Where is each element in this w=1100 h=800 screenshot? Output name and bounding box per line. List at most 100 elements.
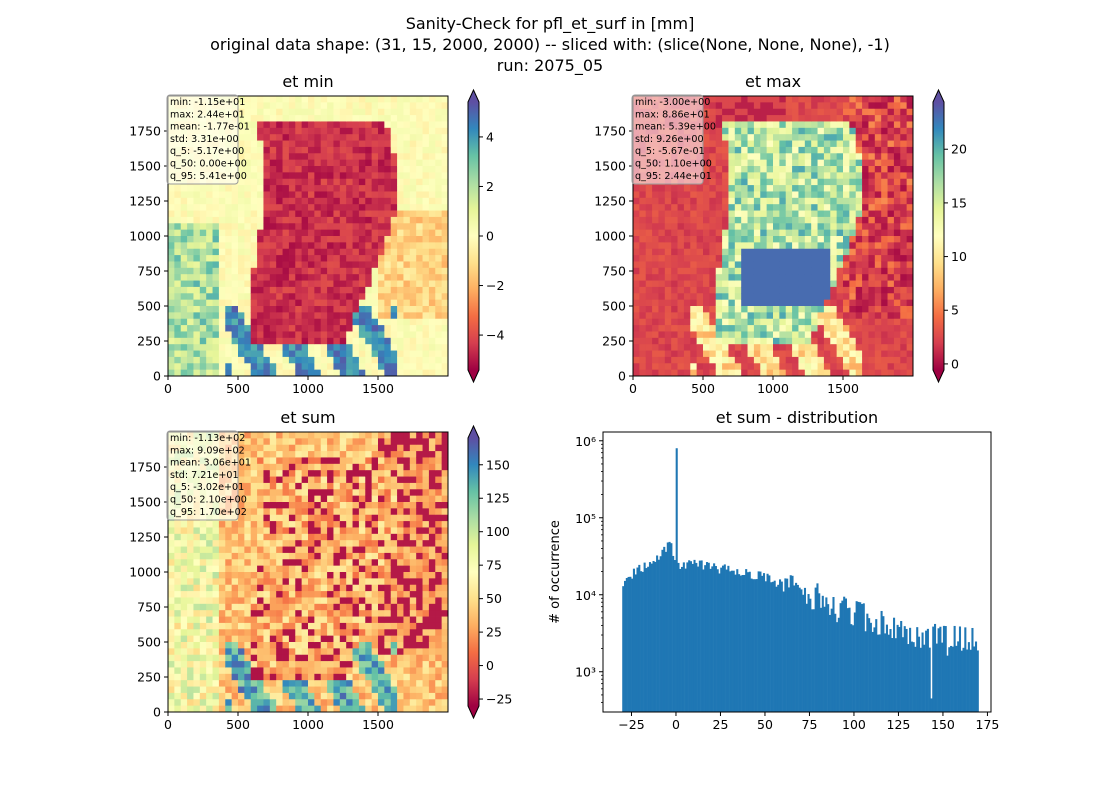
heatmap-cell (333, 350, 341, 358)
heatmap-cell (333, 115, 341, 122)
heatmap-cell (180, 274, 188, 281)
heatmap-cell (282, 185, 290, 192)
heatmap-cell (823, 204, 831, 211)
heatmap-cell (741, 153, 748, 161)
heatmap-cell (231, 185, 239, 192)
heatmap-cell (295, 229, 303, 237)
heatmap-cell (250, 185, 258, 192)
heatmap-cell (263, 457, 271, 465)
heatmap-cell (282, 527, 290, 535)
heatmap-cell (276, 622, 283, 630)
heatmap-cell (257, 140, 264, 148)
heatmap-cell (715, 344, 723, 351)
heatmap-cell (397, 255, 404, 262)
heatmap-cell (174, 216, 182, 224)
heatmap-cell (792, 356, 799, 364)
heatmap-cell (862, 172, 869, 180)
heatmap-cell (174, 344, 182, 351)
heatmap-cell (269, 552, 277, 560)
heatmap-cell (753, 140, 761, 148)
heatmap-cell (722, 204, 729, 211)
heatmap-cell (722, 153, 729, 161)
heatmap-cell (174, 622, 182, 630)
heatmap-cell (715, 318, 723, 326)
heatmap-cell (703, 210, 710, 218)
heatmap-cell (244, 476, 252, 484)
heatmap-cell (308, 552, 315, 560)
heatmap-cell (823, 172, 831, 180)
heatmap-cell (295, 134, 303, 141)
heatmap-cell (728, 306, 736, 313)
heatmap-cell (282, 261, 290, 269)
heatmap-cell (250, 178, 258, 186)
heatmap-cell (199, 274, 207, 281)
heatmap-cell (849, 191, 857, 199)
heatmap-cell (358, 255, 366, 262)
stats-line: q_95: 2.44e+01 (635, 171, 712, 182)
heatmap-cell (633, 286, 640, 294)
heatmap-cell (276, 236, 283, 243)
heatmap-cell (760, 223, 768, 231)
heatmap-cell (435, 261, 443, 269)
heatmap-cell (269, 172, 277, 180)
heatmap-cell (225, 648, 233, 656)
heatmap-cell (301, 610, 309, 617)
heatmap-cell (428, 299, 436, 307)
heatmap-cell (238, 508, 245, 516)
heatmap-cell (180, 540, 188, 547)
heatmap-cell (874, 267, 882, 275)
heatmap-cell (288, 591, 296, 598)
heatmap-cell (320, 96, 328, 103)
heatmap-cell (212, 210, 220, 218)
heatmap-cell (206, 185, 213, 192)
heatmap-cell (874, 96, 882, 103)
heatmap-cell (397, 102, 404, 110)
heatmap-cell (390, 356, 398, 364)
heatmap-cell (741, 102, 748, 110)
heatmap-cell (403, 115, 411, 122)
heatmap-cell (893, 318, 901, 326)
heatmap-cell (231, 280, 239, 288)
heatmap-cell (836, 267, 844, 275)
heatmap-cell (728, 248, 736, 256)
heatmap-cell (218, 552, 226, 560)
heatmap-cell (760, 229, 768, 237)
heatmap-cell (792, 197, 799, 205)
heatmap-cell (906, 344, 914, 351)
heatmap-cell (378, 127, 385, 135)
heatmap-cell (881, 121, 888, 129)
heatmap-cell (773, 248, 780, 256)
heatmap-cell (798, 115, 806, 122)
heatmap-cell (441, 172, 449, 180)
heatmap-cell (199, 318, 207, 326)
heatmap-cell (753, 369, 761, 377)
heatmap-cell (206, 229, 213, 237)
heatmap-cell (868, 363, 876, 371)
heatmap-cell (881, 191, 888, 199)
heatmap-cell (238, 610, 245, 617)
heatmap-cell (333, 363, 341, 371)
heatmap-cell (785, 236, 793, 243)
heatmap-cell (734, 96, 742, 103)
heatmap-cell (263, 140, 271, 148)
heatmap-cell (804, 318, 812, 326)
heatmap-cell (709, 261, 717, 269)
heatmap-cell (199, 559, 207, 567)
heatmap-cell (327, 159, 334, 167)
heatmap-cell (295, 236, 303, 243)
heatmap-cell (887, 261, 895, 269)
heatmap-cell (218, 242, 226, 250)
heatmap-cell (295, 121, 303, 129)
heatmap-cell (823, 312, 831, 320)
heatmap-cell (378, 344, 385, 351)
heatmap-cell (874, 134, 882, 141)
heatmap-cell (333, 204, 341, 211)
heatmap-cell (811, 204, 818, 211)
heatmap-cell (677, 255, 685, 262)
heatmap-cell (779, 356, 787, 364)
heatmap-cell (823, 108, 831, 116)
heatmap-cell (365, 312, 373, 320)
heatmap-cell (231, 229, 239, 237)
heatmap-cell (811, 102, 818, 110)
heatmap-cell (250, 146, 258, 154)
